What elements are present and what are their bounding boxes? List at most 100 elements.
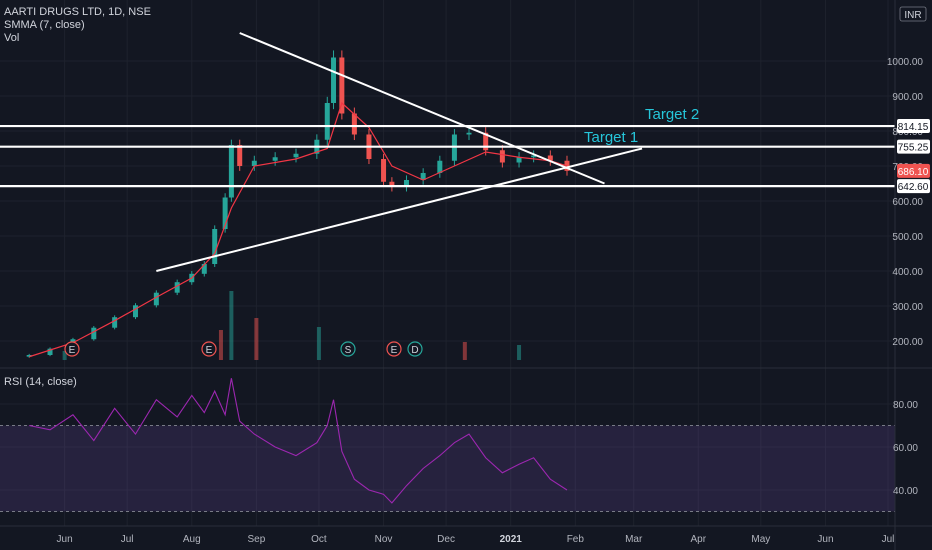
time-tick-label: Dec <box>437 534 455 545</box>
candle <box>212 229 218 264</box>
candle <box>47 348 53 355</box>
grid-lines <box>0 0 895 526</box>
time-tick-label: Jul <box>882 534 895 545</box>
trendline <box>239 32 605 185</box>
event-marker <box>64 341 80 357</box>
event-marker-label: S <box>345 345 352 356</box>
price-labels: 814.15 755.25 686.10 642.60 <box>897 119 930 194</box>
candle <box>91 327 97 340</box>
price-tick-label: 600.00 <box>892 197 923 208</box>
event-marker <box>201 341 217 357</box>
candle <box>351 113 357 135</box>
event-marker-label: E <box>391 345 398 356</box>
time-tick-label: Aug <box>183 534 201 545</box>
rsi-axis[interactable]: 40.00 60.00 80.00 <box>893 400 918 497</box>
horizontal-levels[interactable] <box>0 124 895 188</box>
price-badge-label: 755.25 <box>898 143 929 154</box>
event-marker <box>407 341 423 357</box>
volume-bar <box>517 345 522 360</box>
currency-badge[interactable] <box>899 6 927 22</box>
rsi-legend[interactable]: RSI (14, close) <box>4 376 77 388</box>
volume-bar <box>316 327 321 360</box>
candle <box>251 160 257 166</box>
target-1-label[interactable]: Target 1 <box>584 129 638 146</box>
price-axis[interactable]: 200.00300.00400.00500.00600.00700.00800.… <box>887 57 924 348</box>
event-marker-label: D <box>411 345 418 356</box>
candle <box>112 317 118 328</box>
rsi-line <box>29 378 568 504</box>
time-tick-label: Mar <box>625 534 643 545</box>
rsi-band <box>0 425 895 512</box>
candle <box>293 153 299 158</box>
candle <box>237 145 243 166</box>
candle <box>420 173 426 180</box>
time-tick-label: Oct <box>311 534 327 545</box>
price-badge <box>897 119 930 134</box>
candle <box>339 57 345 114</box>
candle <box>483 132 489 151</box>
time-tick-label: Feb <box>567 534 585 545</box>
price-tick-label: 300.00 <box>892 302 923 313</box>
candle <box>228 145 234 198</box>
candle <box>516 157 522 163</box>
candle <box>389 181 395 187</box>
candle <box>26 355 32 357</box>
volume-bar <box>254 318 259 360</box>
time-tick-label: Nov <box>375 534 393 545</box>
event-marker <box>340 341 356 357</box>
price-badge-label: 686.10 <box>898 167 929 178</box>
trendline <box>156 147 643 272</box>
rsi-level-lines <box>0 425 895 512</box>
candle <box>324 103 330 140</box>
price-badge-label: 642.60 <box>898 182 929 193</box>
candle <box>547 155 553 161</box>
candle <box>222 197 228 229</box>
candle <box>403 180 409 187</box>
volume-bars <box>62 291 522 360</box>
price-badge <box>897 179 930 194</box>
candle <box>531 155 537 158</box>
volume-bar <box>462 342 467 360</box>
vol-legend[interactable]: Vol <box>4 32 20 44</box>
chart-legend: AARTI DRUGS LTD, 1D, NSE SMMA (7, close)… <box>4 6 151 45</box>
candle <box>153 292 159 306</box>
event-marker-label: E <box>69 345 76 356</box>
event-marker <box>386 341 402 357</box>
price-tick-label: 200.00 <box>892 337 923 348</box>
candle <box>174 282 180 293</box>
time-tick-label: 2021 <box>500 534 523 545</box>
time-tick-label: Jun <box>817 534 833 545</box>
time-tick-label: Apr <box>691 534 707 545</box>
time-tick-label: Jul <box>121 534 134 545</box>
candle <box>201 264 207 274</box>
candle <box>272 157 278 161</box>
candle <box>331 57 337 103</box>
rsi-tick-label: 40.00 <box>893 486 918 497</box>
price-tick-label: 1000.00 <box>887 57 924 68</box>
target-2-label[interactable]: Target 2 <box>645 106 699 123</box>
price-tick-label: 400.00 <box>892 267 923 278</box>
time-axis[interactable]: Jun Jul Aug Sep Oct Nov Dec 2021 Feb Mar Apr May Jun… <box>57 534 895 545</box>
rsi-tick-label: 80.00 <box>893 400 918 411</box>
smma-legend[interactable]: SMMA (7, close) <box>4 19 85 31</box>
time-tick-label: May <box>751 534 770 545</box>
candle <box>381 159 387 182</box>
price-badge <box>897 163 930 178</box>
currency-label: INR <box>904 10 921 21</box>
trendlines[interactable] <box>156 32 643 272</box>
volume-bar <box>218 330 223 360</box>
candlesticks <box>26 50 570 358</box>
candle <box>466 132 472 135</box>
candle <box>132 305 138 318</box>
price-badge <box>897 139 930 154</box>
price-tick-label: 500.00 <box>892 232 923 243</box>
symbol-title[interactable]: AARTI DRUGS LTD, 1D, NSE <box>4 6 151 18</box>
rsi-tick-label: 60.00 <box>893 443 918 454</box>
candle <box>499 150 505 163</box>
price-tick-label: 900.00 <box>892 92 923 103</box>
time-tick-label: Jun <box>57 534 73 545</box>
candle <box>437 160 443 173</box>
smma-line <box>29 101 568 358</box>
